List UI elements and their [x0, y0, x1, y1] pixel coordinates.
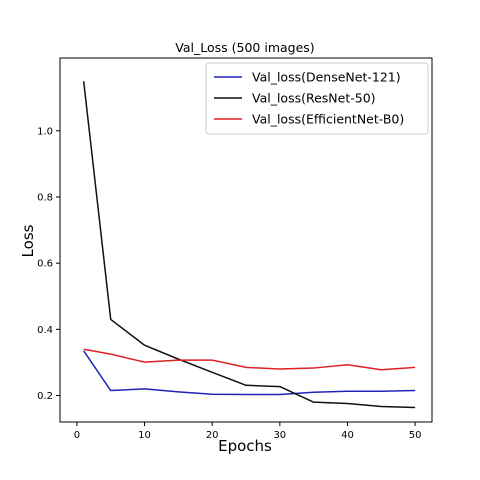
- x-tick-label: 20: [206, 430, 219, 441]
- series-layer: [82, 81, 416, 409]
- legend-label: Val_loss(DenseNet-121): [252, 70, 401, 85]
- y-tick-label: 0.8: [37, 192, 53, 203]
- legend-box: [205, 62, 429, 135]
- plot-frame: [59, 57, 433, 423]
- x-axis-title: Epochs: [218, 437, 272, 455]
- plot-area: [59, 57, 433, 423]
- x-tick-label: 40: [341, 430, 354, 441]
- x-tick-label: 0: [74, 430, 80, 441]
- y-axis-title: Loss: [19, 224, 37, 257]
- chart-title: Val_Loss (500 images): [175, 40, 314, 55]
- y-tick-label: 0.2: [37, 391, 53, 402]
- series-line-2: [82, 81, 416, 409]
- legend: Val_loss(DenseNet-121) Val_loss(ResNet-50…: [205, 62, 429, 135]
- y-tick-label: 0.4: [37, 325, 53, 336]
- y-axis: 0.2 0.4 0.6 0.8 1.0: [37, 126, 60, 402]
- y-tick-label: 0.6: [37, 259, 53, 270]
- y-tick-label: 1.0: [37, 126, 53, 137]
- x-axis: 0 10 20 30 40 50: [74, 422, 422, 441]
- x-tick-label: 30: [273, 430, 286, 441]
- series-line-3: [83, 348, 416, 371]
- x-tick-label: 10: [138, 430, 151, 441]
- series-line-1: [83, 350, 416, 396]
- x-tick-label: 50: [409, 430, 422, 441]
- legend-label: Val_loss(EfficientNet-B0): [252, 112, 404, 127]
- legend-label: Val_loss(ResNet-50): [252, 91, 376, 106]
